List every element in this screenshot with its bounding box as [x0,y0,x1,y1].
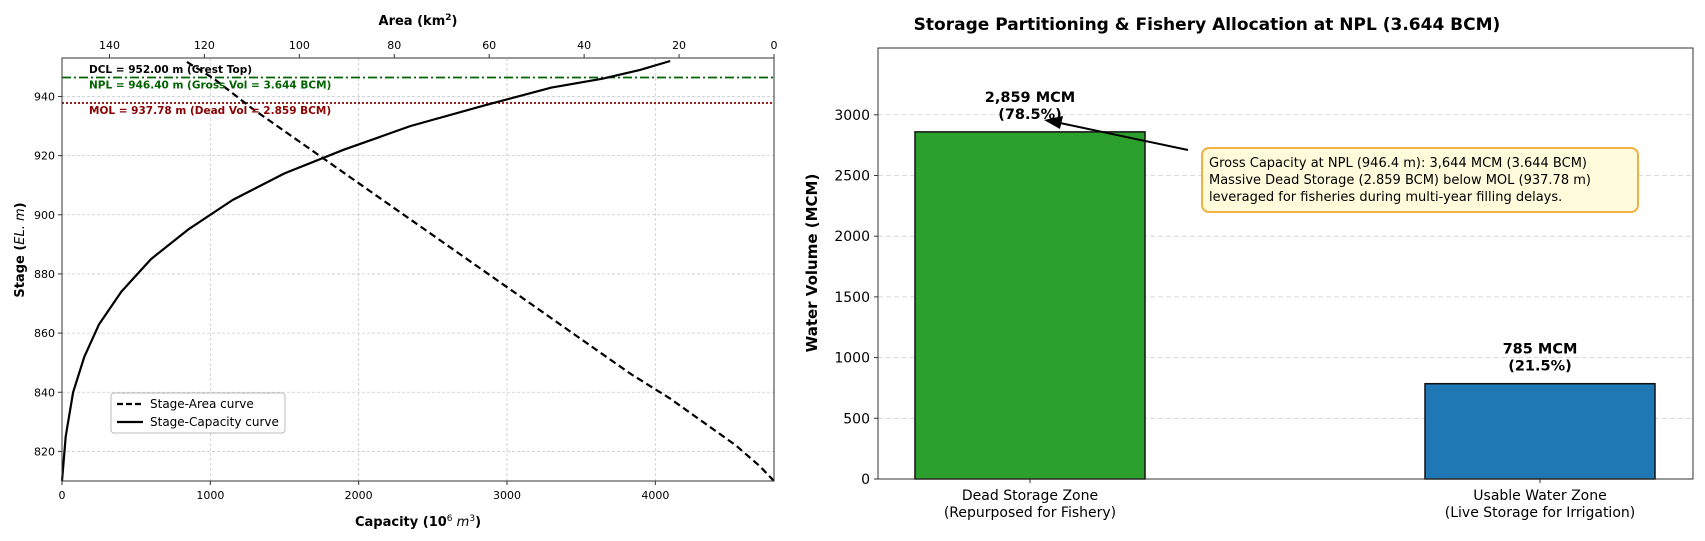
y-tick-label: 2000 [834,229,870,245]
bar-percent-label: (21.5%) [1508,359,1572,375]
reference-line-label: MOL = 937.78 m (Dead Vol = 2.859 BCM) [89,105,331,117]
bar-percent-label: (78.5%) [998,107,1062,123]
x-top-tick-label: 60 [482,39,496,52]
y-tick-label: 1000 [834,351,870,367]
left-series [60,59,775,482]
y-tick-label: 840 [34,386,55,399]
annotation-line-1: Gross Capacity at NPL (946.4 m): 3,644 M… [1209,156,1587,171]
left-tick-labels: 0 1000 2000 3000 4000 140 120 100 80 60 40 20 0 820 84… [34,39,778,502]
x-top-tick-label: 20 [672,39,686,52]
reference-lines [62,76,774,104]
x-bottom-tick-label: 2000 [345,489,373,502]
right-plot-frame [877,47,1694,480]
x-top-tick-label: 120 [194,39,215,52]
x-bottom-tick-label: 4000 [641,489,669,502]
annotation-line-3: leveraged for fisheries during multi-yea… [1209,190,1562,205]
annotation: Gross Capacity at NPL (946.4 m): 3,644 M… [1044,116,1639,213]
x-bottom-tick-label: 1000 [196,489,224,502]
top-axis-label: Area (km2) [379,13,458,29]
left-plot-frame [61,57,775,482]
stage-capacity-curve [60,59,671,482]
legend: Stage-Area curve Stage-Capacity curve [110,392,286,434]
category-label: Dead Storage Zone [962,488,1098,504]
left-gridlines [61,58,774,481]
bar-chart-title: Storage Partitioning & Fishery Allocatio… [914,15,1501,35]
annotation-arrow-shaft [1059,122,1189,151]
annotation-arrowhead [1044,116,1063,129]
x-top-tick-label: 0 [771,39,778,52]
x-top-tick-label: 40 [577,39,591,52]
y-tick-label: 820 [34,445,55,458]
legend-label-stage-capacity: Stage-Capacity curve [150,415,279,429]
y-tick-label: 0 [861,472,870,488]
bottom-axis-label: Capacity (106 m3) [355,514,481,530]
stage-chart: 0 1000 2000 3000 4000 140 120 100 80 60 40 20 0 820 84… [13,13,778,530]
reference-line-label: DCL = 952.00 m (Crest Top) [89,64,252,76]
y-tick-label: 1500 [834,290,870,306]
x-top-tick-label: 140 [99,39,120,52]
bar-value-label: 785 MCM [1503,342,1578,358]
y-tick-label: 860 [34,327,55,340]
y-tick-label: 500 [843,411,870,427]
y-tick-label: 3000 [834,108,870,124]
reference-line-labels: DCL = 952.00 m (Crest Top) NPL = 946.40 m… [89,64,331,117]
y-tick-label: 920 [34,150,55,163]
x-top-tick-label: 80 [387,39,401,52]
bar-value-label: 2,859 MCM [985,90,1075,106]
x-top-tick-label: 100 [289,39,310,52]
y-tick-label: 880 [34,268,55,281]
y-tick-label: 2500 [834,168,870,184]
right-tick-labels: 0 500 1000 1500 2000 2500 3000 Dead Storage Zon… [834,108,1635,521]
y-tick-label: 940 [34,90,55,103]
right-y-axis-label: Water Volume (MCM) [803,174,821,353]
x-bottom-tick-label: 0 [59,489,66,502]
bar-dead-storage [914,131,1146,480]
y-tick-label: 900 [34,209,55,222]
reference-line-label: NPL = 946.40 m (Gross Vol = 3.644 BCM) [89,80,331,92]
annotation-line-2: Massive Dead Storage (2.859 BCM) below M… [1209,173,1591,188]
annotation-box [1201,147,1639,213]
bar-usable-water [1424,382,1656,480]
x-bottom-tick-label: 3000 [493,489,521,502]
category-sublabel: (Live Storage for Irrigation) [1445,505,1635,521]
category-label: Usable Water Zone [1473,488,1606,504]
left-y-axis-label: Stage (EL. m) [13,202,28,297]
storage-bar-chart: Storage Partitioning & Fishery Allocatio… [803,15,1694,521]
bar-value-labels: 2,859 MCM(78.5%) 785 MCM(21.5%) [985,90,1578,375]
category-sublabel: (Repurposed for Fishery) [944,505,1116,521]
legend-label-stage-area: Stage-Area curve [150,397,254,411]
